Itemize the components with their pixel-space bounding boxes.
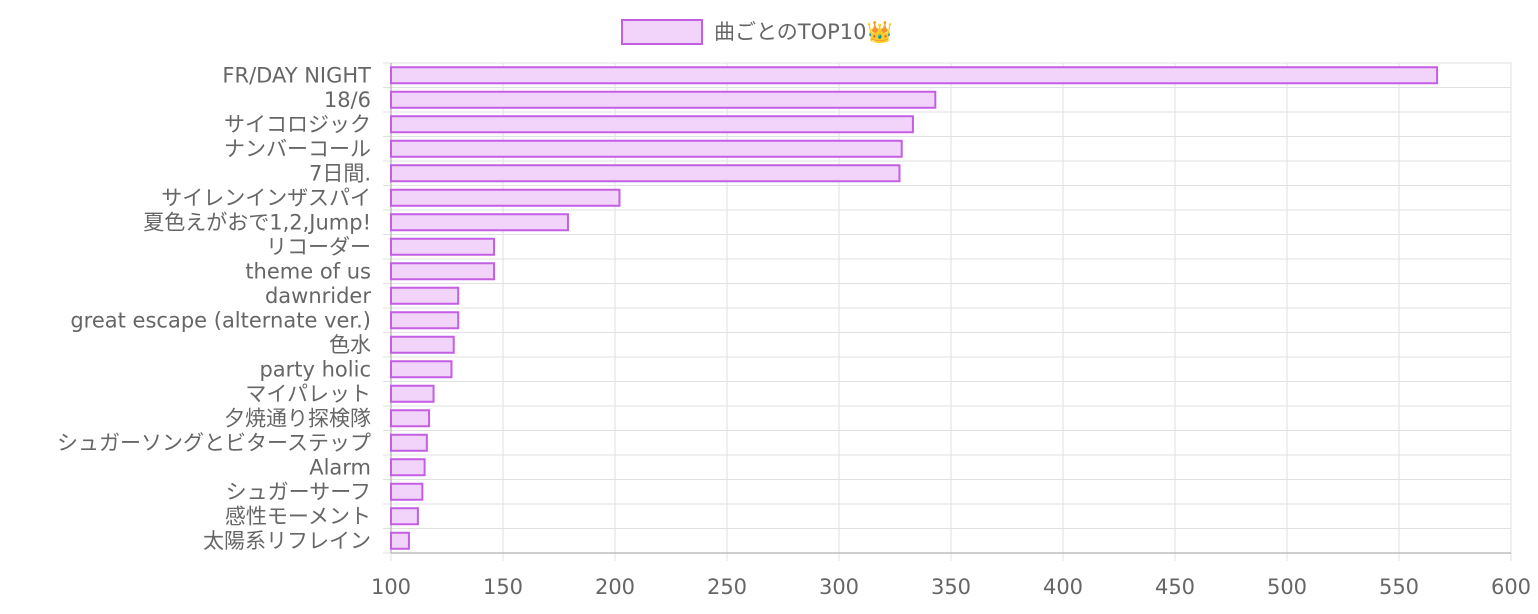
bar[interactable] [390,286,460,305]
x-tick-label: 300 [819,575,859,599]
x-tick-label: 600 [1491,575,1531,599]
x-tick-label: 450 [1155,575,1195,599]
bar[interactable] [390,164,901,183]
y-tick-label: サイレンインザスパイ [161,186,371,210]
bar[interactable] [390,507,419,526]
y-tick-label: dawnrider [265,284,371,308]
bar[interactable] [390,311,460,330]
bar[interactable] [390,433,428,452]
x-tick-label: 250 [707,575,747,599]
y-tick-label: great escape (alternate ver.) [70,308,371,332]
x-tick-label: 500 [1267,575,1307,599]
y-tick-label: 感性モーメント [225,504,371,528]
y-axis-labels: FR/DAY NIGHT18/6サイコロジックナンバーコール7日間.サイレンイン… [57,63,371,553]
bar[interactable] [390,90,937,109]
bar[interactable] [390,409,431,428]
bars [390,66,1439,550]
x-tick-label: 550 [1379,575,1419,599]
bar[interactable] [390,188,621,207]
y-tick-label: 夕焼通り探検隊 [224,406,371,430]
y-tick-label: シュガーサーフ [226,480,371,504]
bar[interactable] [390,213,569,232]
y-tick-label: ナンバーコール [224,137,371,161]
y-tick-label: リコーダー [266,235,371,259]
bar[interactable] [390,115,914,134]
bar[interactable] [390,66,1439,85]
y-tick-label: サイコロジック [224,112,371,136]
y-tick-label: 18/6 [324,88,371,112]
y-tick-label: party holic [259,357,371,381]
x-tick-label: 350 [931,575,971,599]
grid [383,62,1512,561]
y-tick-label: FR/DAY NIGHT [222,63,371,87]
x-tick-label: 400 [1043,575,1083,599]
bar[interactable] [390,384,435,403]
bar[interactable] [390,482,424,501]
y-tick-label: Alarm [309,455,371,479]
bar[interactable] [390,335,455,354]
y-tick-label: 太陽系リフレイン [203,529,371,553]
bar[interactable] [390,360,453,379]
y-tick-label: theme of us [245,259,371,283]
bar[interactable] [390,139,903,158]
bar[interactable] [390,262,496,281]
legend[interactable]: 曲ごとのTOP10👑 [621,19,893,45]
y-tick-label: マイパレット [245,382,371,406]
y-tick-label: シュガーソングとビターステップ [57,431,371,455]
x-tick-label: 200 [595,575,635,599]
y-tick-label: 7日間. [309,161,371,185]
bar[interactable] [390,237,496,256]
x-tick-label: 150 [483,575,523,599]
bar[interactable] [390,531,410,550]
y-tick-label: 色水 [329,333,371,357]
bar[interactable] [390,458,426,477]
y-tick-label: 夏色えがおで1,2,Jump! [143,210,371,234]
x-tick-label: 100 [371,575,411,599]
legend-label: 曲ごとのTOP10👑 [714,20,893,44]
x-axis-ticks: 100 150 200 250 300 350 400 450 500 550 600 [371,575,1531,599]
legend-swatch [621,19,703,45]
